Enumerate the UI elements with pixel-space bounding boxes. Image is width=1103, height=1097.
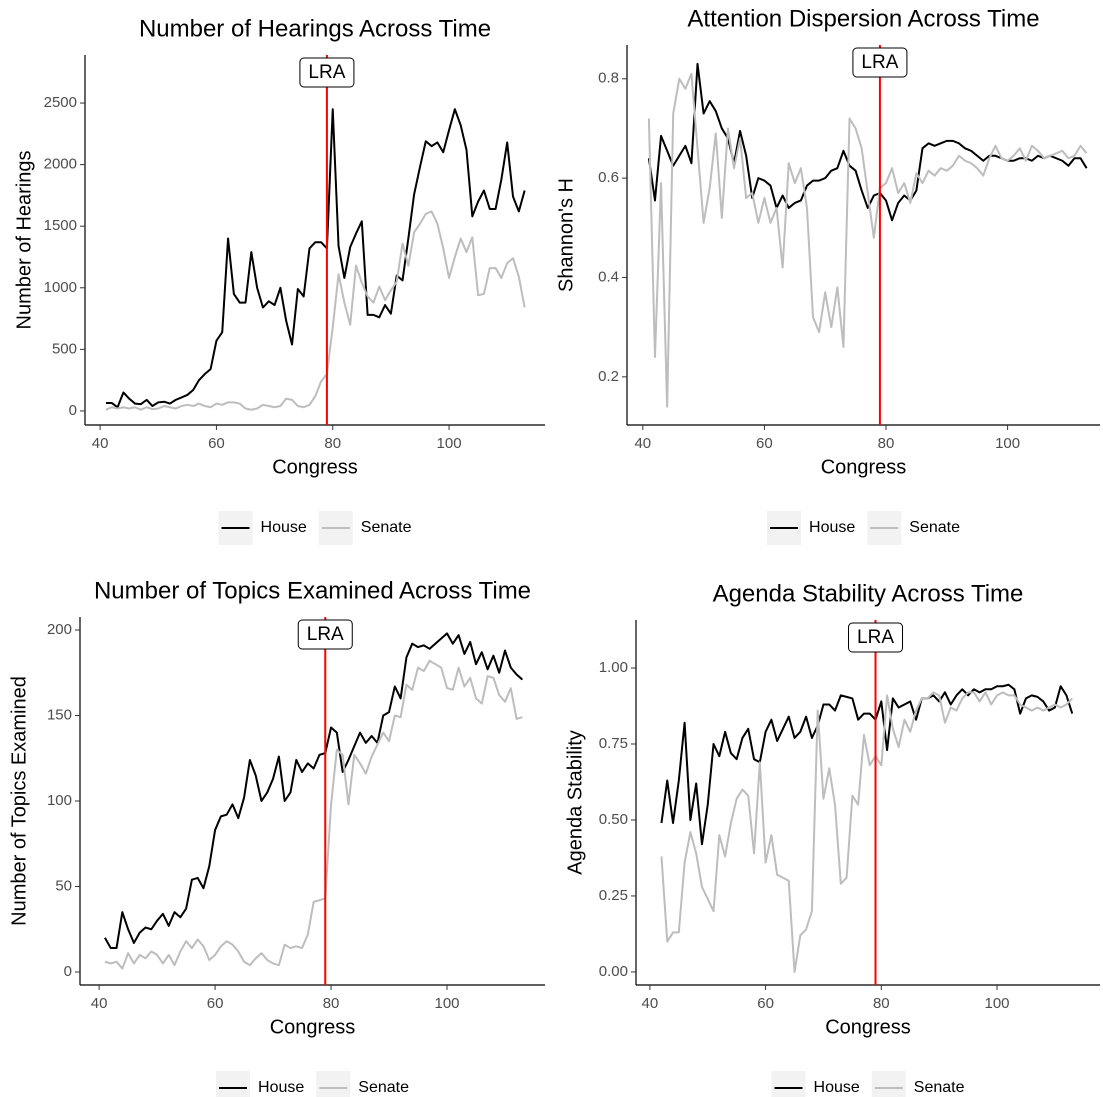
legend: House Senate	[767, 511, 960, 545]
y-tick-label: 0.4	[598, 268, 619, 285]
y-tick-label: 50	[55, 877, 72, 894]
x-tick-label: 60	[757, 995, 774, 1012]
y-tick-label: 2000	[44, 156, 77, 173]
chart-title: Number of Topics Examined Across Time	[94, 577, 531, 604]
y-axis-label: Number of Hearings	[13, 151, 35, 330]
legend-key	[871, 1071, 906, 1097]
x-tick-label: 100	[434, 995, 459, 1012]
annotation-box	[852, 47, 908, 78]
legend-label: House	[809, 519, 855, 536]
legend: House Senate	[216, 1071, 409, 1097]
x-tick-label: 60	[208, 435, 225, 452]
series-line	[647, 62, 1088, 222]
series-line	[660, 683, 1074, 846]
legend-label: House	[258, 1079, 304, 1096]
panel: Agenda Stability Across Time Congress Agen…	[564, 580, 1100, 1097]
x-axis-label: Congress	[270, 1016, 356, 1038]
y-tick-label: 0	[64, 963, 72, 980]
x-tick-label: 80	[873, 995, 890, 1012]
panel: Attention Dispersion Across Time Congress…	[555, 5, 1100, 545]
y-tick-label: 0.00	[599, 963, 628, 980]
series-line	[105, 210, 526, 411]
y-axis-label: Number of Topics Examined	[8, 676, 30, 926]
legend-label: Senate	[361, 519, 412, 536]
annotation: LRA	[857, 627, 894, 648]
legend-key	[316, 1071, 351, 1097]
x-tick-label: 60	[207, 995, 224, 1012]
y-tick-label: 0.8	[598, 70, 619, 87]
legend-label: House	[261, 519, 307, 536]
panel: Number of Hearings Across Time Congress Nu…	[13, 15, 545, 545]
chart-title: Agenda Stability Across Time	[713, 580, 1024, 607]
y-tick-label: 500	[52, 340, 77, 357]
x-tick-label: 100	[995, 435, 1020, 452]
y-tick-label: 0.50	[599, 811, 628, 828]
series-line	[647, 72, 1088, 408]
annotation: LRA	[861, 52, 898, 73]
y-tick-label: 100	[47, 792, 72, 809]
y-tick-label: 2500	[44, 94, 77, 111]
legend-label: Senate	[914, 1079, 965, 1096]
y-tick-label: 1000	[44, 279, 77, 296]
x-axis-label: Congress	[825, 1016, 911, 1038]
y-tick-label: 0.75	[599, 735, 628, 752]
legend: House Senate	[218, 511, 412, 545]
x-axis-label: Congress	[821, 456, 907, 478]
legend-label: Senate	[358, 1079, 409, 1096]
y-tick-label: 0	[69, 402, 77, 419]
y-axis-label: Agenda Stability	[564, 730, 586, 875]
y-tick-label: 0.25	[599, 887, 628, 904]
annotation: LRA	[307, 624, 344, 645]
legend-label: Senate	[909, 519, 960, 536]
series-line	[105, 108, 526, 409]
annotation-box	[297, 619, 353, 650]
y-tick-label: 0.2	[598, 368, 619, 385]
series-line	[104, 659, 523, 970]
legend: House Senate	[771, 1071, 965, 1097]
series-line	[104, 632, 524, 950]
annotation: LRA	[308, 62, 345, 83]
series-line	[660, 691, 1073, 973]
x-tick-label: 40	[634, 435, 651, 452]
y-tick-label: 0.6	[598, 169, 619, 186]
legend-key	[771, 1071, 806, 1097]
x-tick-label: 100	[985, 995, 1010, 1012]
x-tick-label: 80	[323, 995, 340, 1012]
x-tick-label: 80	[324, 435, 341, 452]
x-tick-label: 60	[756, 435, 773, 452]
x-tick-label: 40	[92, 435, 109, 452]
y-tick-label: 150	[47, 706, 72, 723]
annotation-box	[299, 57, 355, 88]
y-tick-label: 1.00	[599, 659, 628, 676]
y-tick-label: 1500	[44, 217, 77, 234]
y-axis-label: Shannon's H	[555, 178, 577, 292]
x-tick-label: 40	[642, 995, 659, 1012]
x-axis-label: Congress	[272, 456, 358, 478]
legend-label: House	[814, 1079, 860, 1096]
y-tick-label: 200	[47, 621, 72, 638]
legend-key	[216, 1071, 251, 1097]
panel: Number of Topics Examined Across Time Con…	[8, 577, 545, 1097]
x-tick-label: 40	[91, 995, 108, 1012]
chart-title: Number of Hearings Across Time	[139, 15, 491, 42]
x-tick-label: 100	[437, 435, 462, 452]
x-tick-label: 80	[878, 435, 895, 452]
chart-title: Attention Dispersion Across Time	[687, 5, 1039, 32]
annotation-box	[848, 622, 904, 653]
